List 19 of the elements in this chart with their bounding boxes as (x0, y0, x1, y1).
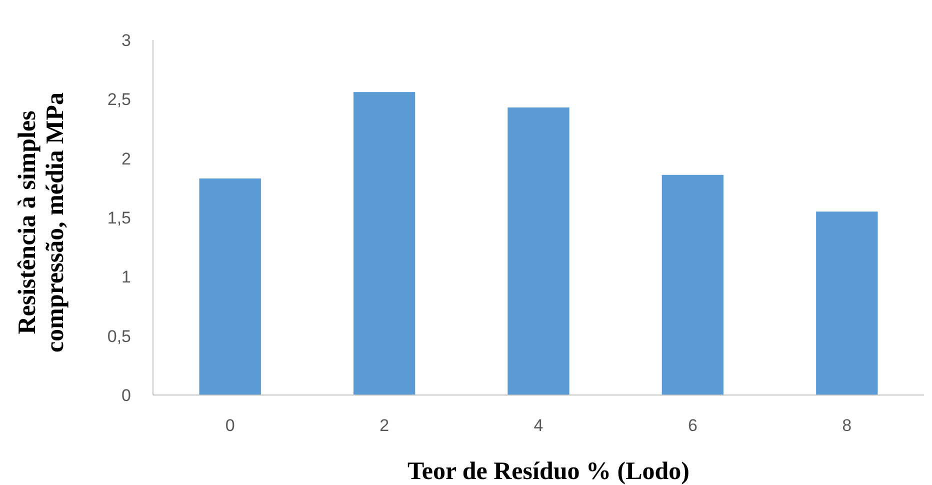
bar (353, 92, 416, 395)
y-tick-label: 2,5 (107, 90, 131, 110)
y-tick-label: 2 (122, 149, 131, 168)
y-tick-label: 0 (122, 386, 131, 405)
x-tick-label: 0 (225, 416, 235, 435)
y-axis-title: Resistência à simples compressão, média MPa (14, 92, 69, 352)
y-tick-label: 1,5 (107, 208, 131, 228)
y-tick-label: 1 (122, 268, 131, 287)
x-tick-label: 4 (534, 416, 544, 435)
bar (662, 174, 724, 395)
bar (816, 212, 878, 395)
x-axis-title: Teor de Resíduo % (Lodo) (408, 458, 690, 485)
bar (508, 107, 570, 395)
y-tick-label: 0,5 (107, 326, 131, 346)
bar (199, 178, 261, 395)
x-tick-label: 6 (688, 416, 698, 435)
y-tick-label: 3 (122, 30, 131, 50)
x-tick-label: 2 (380, 416, 390, 435)
x-tick-label: 8 (842, 416, 852, 435)
